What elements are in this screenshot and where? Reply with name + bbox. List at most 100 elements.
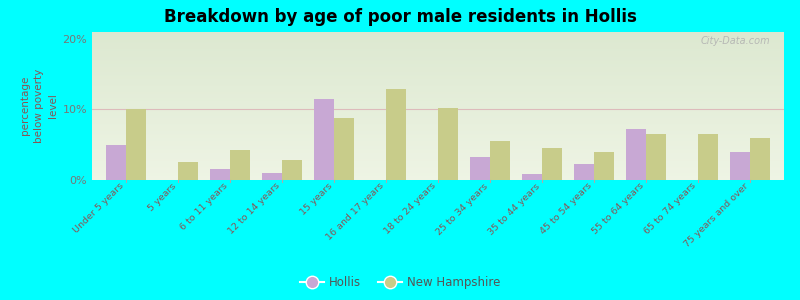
Bar	[92, 158, 784, 159]
Bar	[92, 42, 784, 44]
Bar	[92, 116, 784, 118]
Bar	[92, 124, 784, 125]
Bar	[92, 58, 784, 60]
Bar	[92, 36, 784, 38]
Bar	[92, 45, 784, 46]
Bar	[92, 115, 784, 116]
Bar	[92, 80, 784, 82]
Bar	[646, 134, 666, 180]
Bar	[470, 158, 490, 180]
Bar	[92, 134, 784, 135]
Bar	[92, 92, 784, 94]
Bar	[92, 156, 784, 158]
Bar	[282, 160, 302, 180]
Y-axis label: percentage
below poverty
level: percentage below poverty level	[20, 69, 58, 143]
Bar	[92, 95, 784, 97]
Bar	[92, 89, 784, 91]
Bar	[92, 107, 784, 109]
Bar	[92, 144, 784, 146]
Bar	[92, 161, 784, 162]
Bar	[92, 128, 784, 130]
Bar	[106, 145, 126, 180]
Bar	[92, 83, 784, 85]
Bar	[92, 64, 784, 66]
Bar	[92, 97, 784, 98]
Bar	[92, 147, 784, 149]
Bar	[92, 39, 784, 40]
Bar	[92, 125, 784, 127]
Bar	[92, 165, 784, 166]
Bar	[92, 143, 784, 144]
Bar	[92, 98, 784, 100]
Bar	[92, 177, 784, 178]
Bar	[92, 34, 784, 36]
Bar	[92, 48, 784, 49]
Bar	[92, 169, 784, 171]
Bar	[92, 138, 784, 140]
Bar	[92, 75, 784, 76]
Bar	[92, 152, 784, 153]
Bar	[210, 169, 230, 180]
Bar	[92, 72, 784, 73]
Bar	[334, 118, 354, 180]
Bar	[92, 167, 784, 168]
Bar	[92, 51, 784, 52]
Bar	[730, 152, 750, 180]
Bar	[92, 61, 784, 63]
Bar	[92, 49, 784, 51]
Bar	[92, 112, 784, 113]
Bar	[92, 131, 784, 133]
Bar	[92, 171, 784, 172]
Bar	[698, 134, 718, 180]
Legend: Hollis, New Hampshire: Hollis, New Hampshire	[295, 272, 505, 294]
Bar	[92, 82, 784, 83]
Bar	[92, 174, 784, 176]
Bar	[92, 118, 784, 119]
Bar	[92, 55, 784, 57]
Bar	[386, 89, 406, 180]
Bar	[92, 133, 784, 134]
Text: Breakdown by age of poor male residents in Hollis: Breakdown by age of poor male residents …	[163, 8, 637, 26]
Bar	[92, 109, 784, 110]
Bar	[92, 113, 784, 115]
Bar	[92, 150, 784, 152]
Bar	[92, 103, 784, 104]
Bar	[92, 54, 784, 55]
Bar	[92, 60, 784, 61]
Bar	[522, 174, 542, 180]
Bar	[92, 149, 784, 150]
Bar	[92, 172, 784, 174]
Bar	[92, 155, 784, 156]
Bar	[92, 88, 784, 89]
Bar	[92, 79, 784, 80]
Bar	[92, 140, 784, 141]
Bar	[92, 141, 784, 143]
Bar	[230, 150, 250, 180]
Text: City-Data.com: City-Data.com	[701, 36, 770, 46]
Bar	[92, 101, 784, 103]
Bar	[92, 110, 784, 112]
Bar	[92, 66, 784, 67]
Bar	[92, 146, 784, 147]
Bar	[92, 70, 784, 72]
Bar	[626, 129, 646, 180]
Bar	[92, 135, 784, 137]
Bar	[92, 77, 784, 79]
Bar	[92, 67, 784, 69]
Bar	[92, 162, 784, 164]
Bar	[92, 106, 784, 107]
Bar	[92, 119, 784, 121]
Bar	[574, 164, 594, 180]
Bar	[438, 108, 458, 180]
Bar	[92, 94, 784, 95]
Bar	[92, 176, 784, 177]
Bar	[92, 127, 784, 128]
Bar	[750, 138, 770, 180]
Bar	[92, 164, 784, 165]
Bar	[92, 104, 784, 106]
Bar	[126, 109, 146, 180]
Bar	[594, 152, 614, 180]
Bar	[92, 46, 784, 48]
Bar	[92, 121, 784, 122]
Bar	[92, 178, 784, 180]
